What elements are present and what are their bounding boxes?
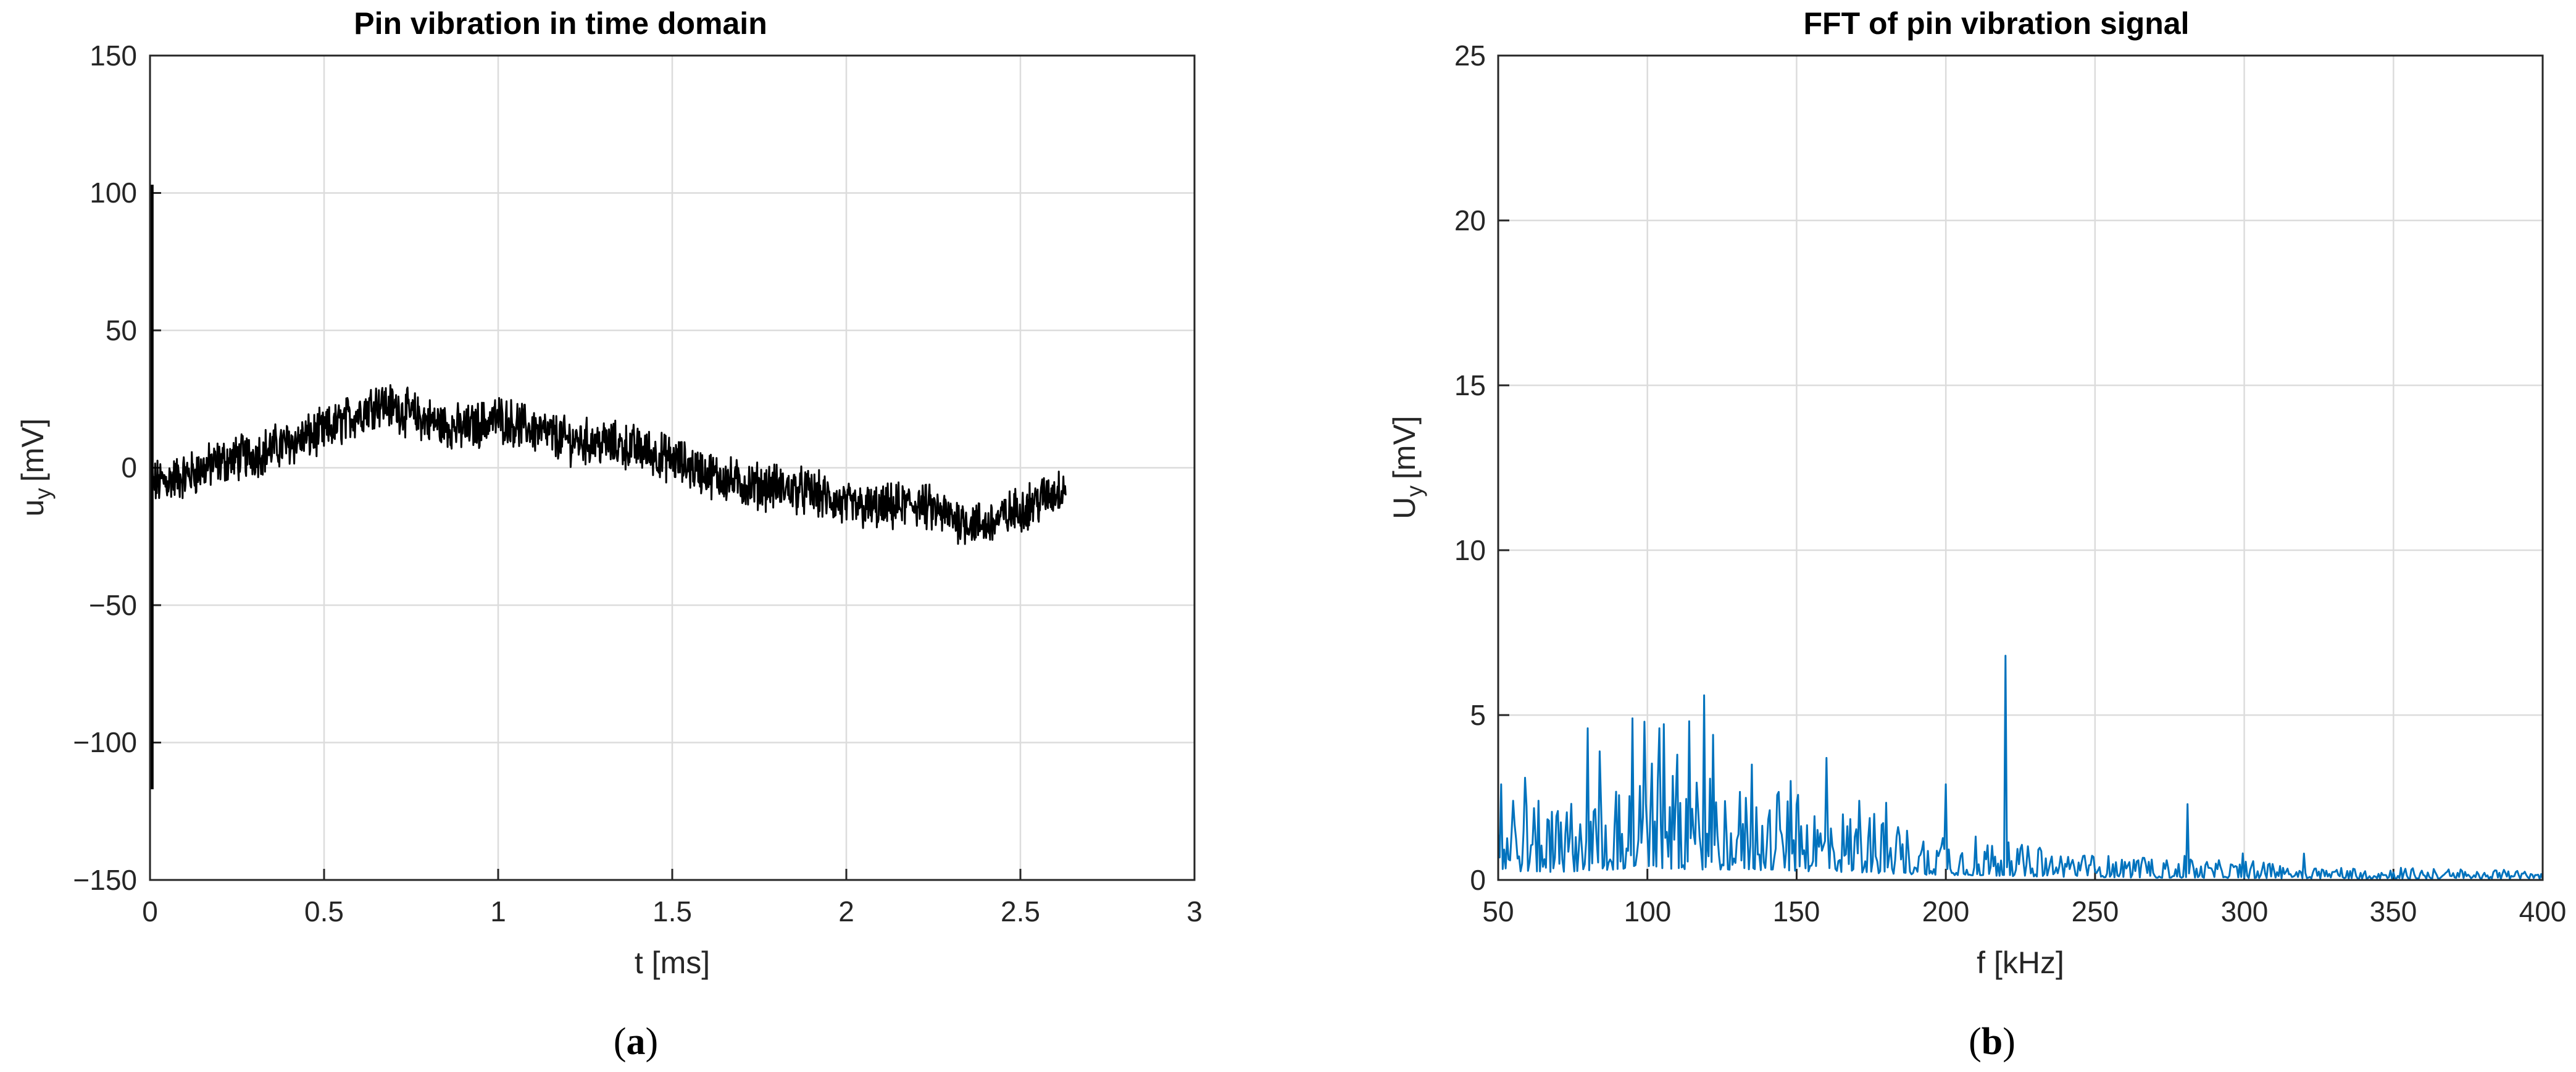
chart-b-title: FFT of pin vibration signal xyxy=(1804,6,2190,41)
chart-a-x-tick-labels: 0 0.5 1 1.5 2 2.5 3 xyxy=(142,895,1203,928)
chart-b-xtick: 200 xyxy=(1922,895,1970,928)
panel-a-time-domain-chart: Pin vibration in time domain 150 100 50 … xyxy=(15,6,1203,1063)
chart-b-xtick: 350 xyxy=(2370,895,2417,928)
chart-b-xtick: 100 xyxy=(1624,895,1672,928)
chart-a-ytick: 150 xyxy=(90,40,137,72)
chart-b-ytick: 25 xyxy=(1454,40,1486,72)
chart-a-ytick: 0 xyxy=(121,451,137,484)
chart-a-ylabel-subscript: y xyxy=(30,488,56,500)
caption-a: (a) xyxy=(614,1021,658,1063)
chart-b-xtick: 50 xyxy=(1482,895,1514,928)
chart-b-xtick: 150 xyxy=(1773,895,1820,928)
series-line-fft-spectrum xyxy=(1497,655,2544,880)
chart-a-y-tick-labels: 150 100 50 0 −50 −100 −150 xyxy=(73,40,137,896)
chart-a-frame xyxy=(149,54,1196,881)
chart-b-x-tick-labels: 50 100 150 200 250 300 350 400 xyxy=(1482,895,2566,928)
chart-a-title: Pin vibration in time domain xyxy=(354,6,767,41)
chart-a-xtick: 0 xyxy=(142,895,158,928)
chart-b-frame xyxy=(1497,54,2544,881)
chart-b-ytick: 0 xyxy=(1470,864,1486,896)
chart-b-ylabel-unit: [mV] xyxy=(1387,416,1422,479)
chart-a-xtick: 0.5 xyxy=(304,895,344,928)
chart-b-y-axis-label: Uy [mV] xyxy=(1387,416,1427,519)
caption-a-letter: a xyxy=(627,1021,646,1063)
chart-a-x-axis-label: t [ms] xyxy=(635,945,710,980)
chart-a-ytick: −150 xyxy=(73,864,137,896)
chart-a-xtick: 2.5 xyxy=(1001,895,1040,928)
chart-b-ytick: 20 xyxy=(1454,204,1486,237)
chart-b-series-group xyxy=(1497,655,2544,880)
chart-b-xtick: 400 xyxy=(2519,895,2567,928)
chart-b-ylabel-main: U xyxy=(1387,497,1422,519)
chart-a-ytick: −100 xyxy=(73,726,137,758)
series-line-time-signal xyxy=(149,384,1067,545)
chart-b-xtick: 250 xyxy=(2072,895,2119,928)
chart-a-ytick: −50 xyxy=(89,589,137,621)
caption-b-letter: b xyxy=(1982,1021,2003,1063)
chart-a-xtick: 2 xyxy=(838,895,854,928)
chart-a-ytick: 100 xyxy=(90,177,137,209)
chart-a-xtick: 3 xyxy=(1186,895,1203,928)
panel-b-fft-chart: FFT of pin vibration signal 25 20 15 10 … xyxy=(1387,6,2566,1063)
chart-b-x-axis-label: f [kHz] xyxy=(1977,945,2064,980)
chart-b-y-tick-labels: 25 20 15 10 5 0 xyxy=(1454,40,1486,896)
chart-a-ylabel-main: u xyxy=(15,500,50,517)
chart-a-ylabel-unit: [mV] xyxy=(15,418,50,482)
chart-a-series-group xyxy=(149,185,1067,790)
chart-b-xtick: 300 xyxy=(2221,895,2269,928)
chart-a-xtick: 1 xyxy=(490,895,506,928)
chart-a-xtick: 1.5 xyxy=(652,895,692,928)
chart-b-ytick: 10 xyxy=(1454,534,1486,566)
chart-b-ytick: 15 xyxy=(1454,369,1486,401)
chart-a-y-axis-label: uy [mV] xyxy=(15,418,56,516)
chart-a-ytick: 50 xyxy=(106,314,137,346)
chart-b-plot-area xyxy=(1497,54,2544,881)
chart-b-ytick: 5 xyxy=(1470,699,1486,731)
chart-b-ylabel-subscript: y xyxy=(1402,485,1427,497)
caption-b: (b) xyxy=(1969,1021,2015,1063)
